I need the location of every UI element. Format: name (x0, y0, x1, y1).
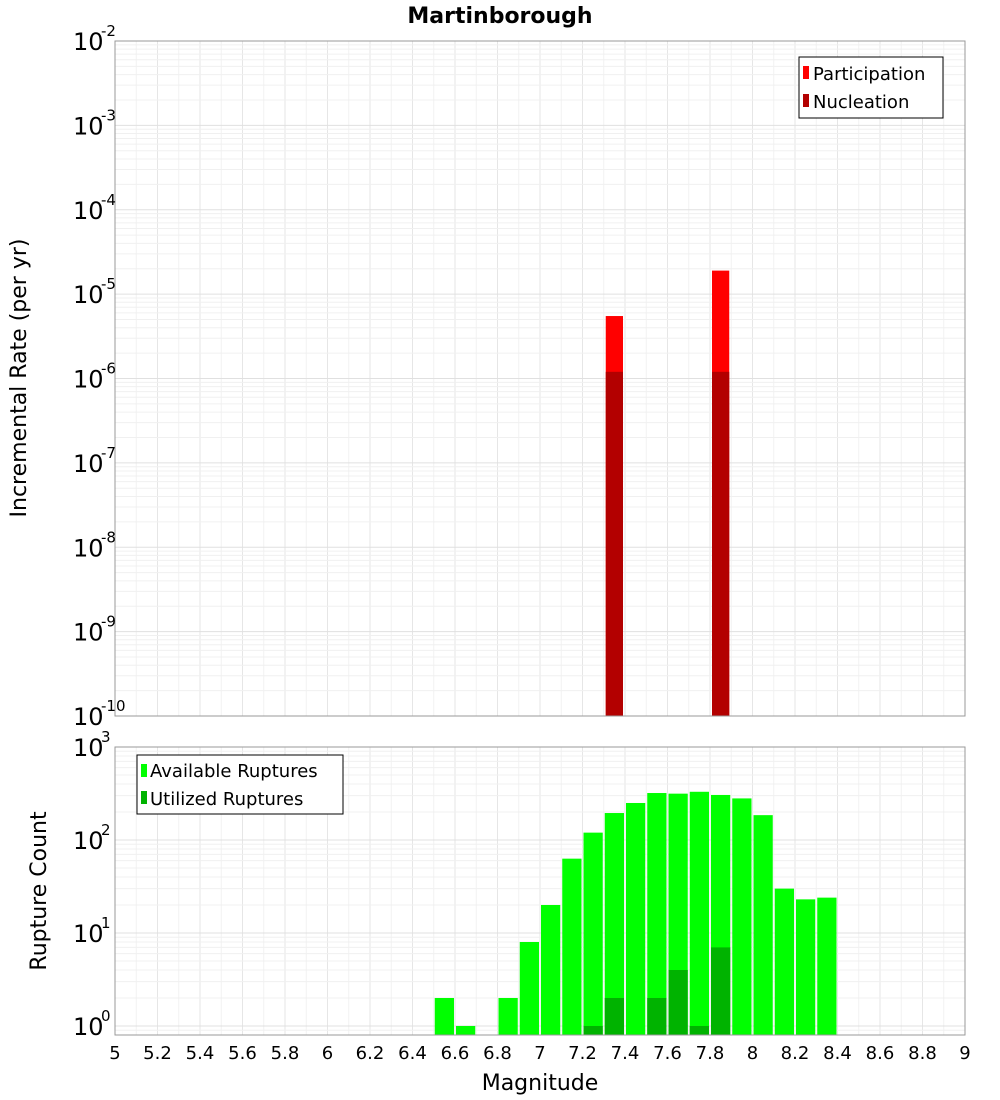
bar-available-ruptures (456, 1025, 476, 1035)
bar-utilized-ruptures (689, 1025, 709, 1035)
y-tick-label: 10 (73, 619, 104, 647)
y-tick-exponent: -4 (101, 191, 116, 209)
nucleation-legend-label: Nucleation (813, 92, 909, 113)
x-tick-label: 7 (534, 1043, 545, 1064)
top-legend: Participation Nucleation (798, 56, 944, 119)
y-tick-label: 10 (73, 197, 104, 225)
bar-available-ruptures (562, 858, 582, 1035)
bar-available-ruptures (519, 942, 539, 1035)
y-tick-label: 10 (73, 534, 104, 562)
bar-utilized-ruptures (647, 997, 667, 1035)
utilized-legend-label: Utilized Ruptures (150, 789, 303, 810)
y-tick-label: 10 (73, 112, 104, 140)
bar-available-ruptures (817, 897, 837, 1035)
y-tick-label: 10 (73, 827, 104, 855)
y-tick-label: 10 (73, 450, 104, 478)
bar-available-ruptures (689, 791, 709, 1035)
x-tick-label: 8.2 (781, 1043, 810, 1064)
bar-available-ruptures (604, 813, 624, 1035)
top-y-axis-label: Incremental Rate (per yr) (7, 239, 32, 518)
x-tick-label: 7.2 (568, 1043, 597, 1064)
y-tick-exponent: -6 (101, 360, 116, 378)
participation-legend-label: Participation (813, 64, 925, 85)
bar-available-ruptures (583, 832, 603, 1035)
y-tick-exponent: -3 (101, 106, 116, 124)
x-tick-label: 8.6 (866, 1043, 895, 1064)
x-tick-label: 7.6 (653, 1043, 682, 1064)
y-tick-exponent: 0 (101, 1007, 111, 1025)
bar-available-ruptures (541, 904, 561, 1035)
x-tick-label: 6 (322, 1043, 333, 1064)
x-tick-label: 8.8 (908, 1043, 937, 1064)
top-plot-grid (114, 41, 966, 717)
bar-available-ruptures (774, 888, 794, 1035)
bar-available-ruptures (434, 997, 454, 1035)
bar-utilized-ruptures (583, 1025, 603, 1035)
bar-available-ruptures (498, 997, 518, 1035)
x-tick-label: 5.2 (143, 1043, 172, 1064)
y-tick-label: 10 (73, 281, 104, 309)
bottom-y-axis-label: Rupture Count (27, 811, 52, 971)
x-tick-label: 5.6 (228, 1043, 257, 1064)
y-tick-label: 10 (73, 920, 104, 948)
top-plot-bars (605, 270, 730, 716)
x-tick-label: 6.8 (483, 1043, 512, 1064)
bar-available-ruptures (753, 815, 773, 1035)
x-tick-label: 7.8 (696, 1043, 725, 1064)
bar-utilized-ruptures (711, 947, 731, 1035)
y-tick-exponent: -8 (101, 528, 116, 546)
y-tick-exponent: -2 (101, 22, 116, 40)
x-tick-label: 9 (959, 1043, 970, 1064)
x-tick-label: 6.6 (441, 1043, 470, 1064)
x-ticks: 5 5.2 5.4 5.6 5.8 6 6.2 6.4 6.6 6.8 7 7.2 7.4 7.6 7.8 8… (109, 1043, 970, 1064)
available-legend-swatch (141, 764, 147, 777)
y-tick-label: 10 (73, 734, 104, 762)
top-legend-box (798, 56, 944, 119)
participation-legend-swatch (803, 66, 809, 79)
y-tick-label: 10 (73, 1013, 104, 1041)
bar-available-ruptures (647, 793, 667, 1035)
y-tick-exponent: -5 (101, 275, 116, 293)
y-tick-exponent: -7 (101, 444, 116, 462)
x-tick-label: 5 (109, 1043, 120, 1064)
y-tick-label: 10 (73, 28, 104, 56)
available-legend-label: Available Ruptures (150, 761, 318, 782)
bottom-legend: Available Ruptures Utilized Ruptures (136, 754, 344, 815)
y-tick-label: 10 (73, 366, 104, 394)
bottom-legend-box (136, 754, 344, 815)
x-axis-label: Magnitude (482, 1071, 599, 1096)
x-tick-label: 7.4 (611, 1043, 640, 1064)
bar-available-ruptures (732, 798, 752, 1035)
bottom-plot-frame (114, 746, 966, 1036)
x-tick-label: 5.4 (186, 1043, 215, 1064)
bottom-plot-bars (434, 791, 837, 1035)
y-tick-label: 10 (73, 703, 104, 731)
x-tick-label: 6.2 (356, 1043, 385, 1064)
bar-utilized-ruptures (604, 997, 624, 1035)
y-tick-exponent: -10 (101, 697, 126, 715)
x-tick-label: 6.4 (398, 1043, 427, 1064)
y-tick-exponent: 2 (101, 821, 111, 839)
y-tick-exponent: 3 (101, 728, 111, 746)
x-tick-label: 8.4 (823, 1043, 852, 1064)
x-tick-label: 5.8 (271, 1043, 300, 1064)
bar-utilized-ruptures (668, 969, 688, 1035)
utilized-legend-swatch (141, 791, 147, 804)
top-plot-frame (114, 40, 966, 717)
y-tick-exponent: -9 (101, 613, 116, 631)
y-tick-exponent: 1 (101, 914, 111, 932)
chart-title: Martinborough (407, 4, 592, 29)
bar-nucleation (712, 371, 730, 716)
bar-available-ruptures (796, 899, 816, 1035)
x-tick-label: 8 (747, 1043, 758, 1064)
nucleation-legend-swatch (803, 94, 809, 107)
bar-nucleation (605, 371, 623, 716)
bar-available-ruptures (626, 802, 646, 1035)
